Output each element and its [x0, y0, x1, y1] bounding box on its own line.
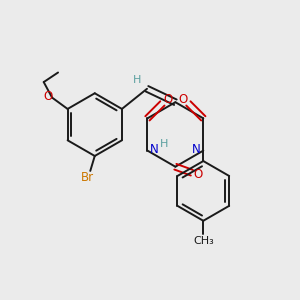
- Text: H: H: [160, 139, 168, 149]
- Text: O: O: [163, 93, 172, 106]
- Text: CH₃: CH₃: [193, 236, 214, 246]
- Text: N: N: [150, 142, 158, 156]
- Text: O: O: [193, 168, 203, 181]
- Text: O: O: [178, 93, 188, 106]
- Text: Br: Br: [81, 171, 94, 184]
- Text: N: N: [192, 142, 201, 156]
- Text: H: H: [133, 75, 142, 85]
- Text: O: O: [44, 90, 53, 103]
